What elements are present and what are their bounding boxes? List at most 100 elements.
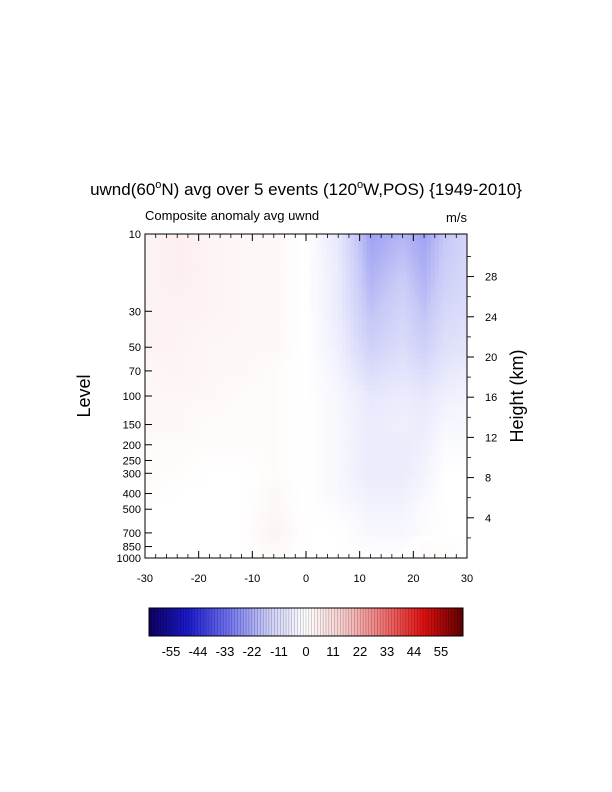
heatmap-cell bbox=[221, 477, 227, 483]
heatmap-cell bbox=[358, 315, 363, 321]
heatmap-cell bbox=[149, 342, 154, 348]
heatmap-cell bbox=[366, 493, 371, 500]
heatmap-cell bbox=[406, 304, 412, 311]
heatmap-cell bbox=[430, 444, 436, 451]
heatmap-cell bbox=[458, 509, 464, 516]
heatmap-cell bbox=[354, 423, 359, 429]
heatmap-cell bbox=[221, 271, 227, 278]
heatmap-cell bbox=[249, 444, 255, 451]
heatmap-cell bbox=[390, 277, 396, 284]
heatmap-cell bbox=[346, 277, 351, 284]
heatmap-cell bbox=[378, 450, 384, 456]
heatmap-cell bbox=[426, 342, 432, 348]
heatmap-cell bbox=[297, 271, 303, 278]
heatmap-cell bbox=[410, 487, 416, 494]
heatmap-cell bbox=[354, 331, 359, 338]
heatmap-cell bbox=[209, 363, 215, 370]
heatmap-cell bbox=[189, 504, 194, 510]
heatmap-cell bbox=[249, 509, 255, 516]
heatmap-cell bbox=[165, 444, 170, 451]
heatmap-cell bbox=[322, 352, 327, 359]
heatmap-cell bbox=[253, 363, 259, 370]
heatmap-cell bbox=[326, 423, 331, 429]
heatmap-cell bbox=[205, 498, 211, 505]
heatmap-cell bbox=[237, 417, 243, 424]
heatmap-cell bbox=[289, 487, 295, 494]
heatmap-cell bbox=[281, 498, 287, 505]
heatmap-cell bbox=[462, 352, 467, 359]
heatmap-cell bbox=[426, 466, 432, 473]
heatmap-cell bbox=[269, 390, 275, 397]
heatmap-cell bbox=[225, 369, 231, 375]
heatmap-cell bbox=[233, 412, 239, 419]
heatmap-cell bbox=[237, 439, 243, 446]
heatmap-cell bbox=[310, 520, 315, 527]
heatmap-cell bbox=[310, 261, 315, 267]
heatmap-cell bbox=[209, 293, 215, 300]
heatmap-cell bbox=[390, 352, 396, 359]
heatmap-cell bbox=[326, 293, 331, 300]
heatmap-cell bbox=[161, 455, 166, 462]
heatmap-cell bbox=[430, 352, 436, 359]
heatmap-cell bbox=[442, 428, 448, 435]
heatmap-cell bbox=[301, 450, 307, 456]
heatmap-cell bbox=[297, 450, 303, 456]
heatmap-cell bbox=[434, 412, 440, 419]
heatmap-cell bbox=[354, 433, 359, 440]
heatmap-cell bbox=[462, 487, 467, 494]
heatmap-cell bbox=[253, 531, 259, 537]
heatmap-cell bbox=[446, 266, 452, 273]
heatmap-cell bbox=[390, 374, 396, 381]
heatmap-cell bbox=[161, 331, 166, 338]
heatmap-cell bbox=[306, 460, 311, 467]
heatmap-cell bbox=[197, 244, 202, 251]
heatmap-cell bbox=[454, 536, 460, 543]
heatmap-cell bbox=[157, 250, 162, 257]
heatmap-cell bbox=[366, 477, 371, 483]
heatmap-cell bbox=[374, 288, 380, 294]
heatmap-cell bbox=[414, 271, 420, 278]
heatmap-cell bbox=[370, 261, 376, 267]
heatmap-cell bbox=[277, 466, 283, 473]
heatmap-cell bbox=[318, 390, 323, 397]
heatmap-cell bbox=[434, 455, 440, 462]
heatmap-cell bbox=[306, 315, 311, 321]
heatmap-cell bbox=[350, 336, 355, 343]
heatmap-cell bbox=[366, 428, 371, 435]
heatmap-cell bbox=[422, 396, 428, 402]
heatmap-cell bbox=[205, 293, 211, 300]
heatmap-cell bbox=[458, 385, 464, 392]
heatmap-cell bbox=[430, 342, 436, 348]
heatmap-cell bbox=[229, 390, 235, 397]
heatmap-cell bbox=[438, 455, 444, 462]
height-tick-label: 4 bbox=[485, 513, 491, 525]
heatmap-cell bbox=[177, 482, 182, 489]
heatmap-cell bbox=[454, 412, 460, 419]
heatmap-cell bbox=[233, 531, 239, 537]
heatmap-cell bbox=[169, 531, 174, 537]
heatmap-cell bbox=[213, 460, 219, 467]
heatmap-cell bbox=[390, 514, 396, 521]
heatmap-cell bbox=[402, 331, 408, 338]
heatmap-cell bbox=[241, 320, 247, 327]
heatmap-cell bbox=[354, 450, 359, 456]
heatmap-cell bbox=[249, 433, 255, 440]
heatmap-cell bbox=[229, 288, 235, 294]
heatmap-cell bbox=[281, 471, 287, 478]
heatmap-cell bbox=[358, 444, 363, 451]
heatmap-cell bbox=[233, 325, 239, 332]
heatmap-cell bbox=[342, 406, 347, 413]
heatmap-cell bbox=[217, 271, 223, 278]
heatmap-cell bbox=[217, 428, 223, 435]
heatmap-cell bbox=[458, 406, 464, 413]
heatmap-cell bbox=[209, 288, 215, 294]
heatmap-cell bbox=[285, 271, 291, 278]
heatmap-cell bbox=[193, 342, 198, 348]
heatmap-cell bbox=[394, 541, 400, 548]
heatmap-cell bbox=[225, 401, 231, 408]
heatmap-cell bbox=[201, 396, 206, 402]
heatmap-cell bbox=[390, 379, 396, 386]
heatmap-cell bbox=[446, 347, 452, 354]
heatmap-cell bbox=[209, 239, 215, 246]
heatmap-cell bbox=[382, 423, 388, 429]
